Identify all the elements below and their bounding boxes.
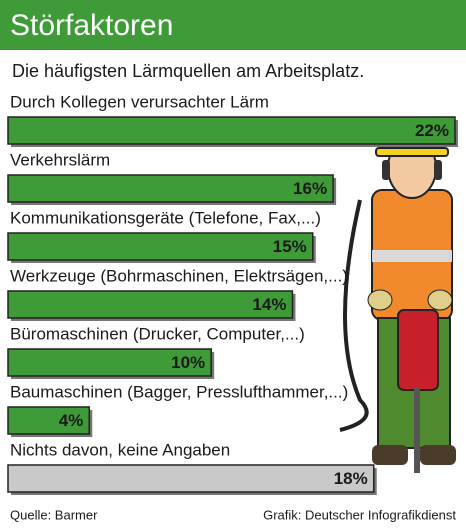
category-label: Baumaschinen (Bagger, Presslufthammer,..… bbox=[10, 382, 348, 401]
bar bbox=[7, 348, 212, 377]
category-label: Durch Kollegen verursachter Lärm bbox=[10, 92, 269, 111]
category-label: Büromaschinen (Drucker, Computer,...) bbox=[10, 324, 305, 343]
chart-title: Störfaktoren bbox=[10, 9, 173, 42]
bar bbox=[7, 116, 456, 145]
category-label: Kommunikationsgeräte (Telefone, Fax,...) bbox=[10, 208, 321, 227]
bar bbox=[7, 174, 334, 203]
bar bbox=[7, 464, 375, 493]
bar bbox=[7, 406, 91, 435]
worker-illustration bbox=[339, 129, 456, 473]
category-label: Werkzeuge (Bohrmaschinen, Elektrsägen,..… bbox=[10, 266, 348, 285]
value-label: 16% bbox=[293, 179, 327, 198]
chart-subtitle: Die häufigsten Lärmquellen am Arbeitspla… bbox=[12, 61, 364, 81]
category-label: Verkehrslärm bbox=[10, 150, 110, 169]
bar bbox=[7, 290, 294, 319]
value-label: 15% bbox=[273, 237, 307, 256]
value-label: 14% bbox=[252, 295, 286, 314]
value-label: 10% bbox=[171, 353, 205, 372]
value-label: 18% bbox=[334, 469, 368, 488]
value-label: 22% bbox=[415, 121, 449, 140]
category-label: Nichts davon, keine Angaben bbox=[10, 440, 230, 459]
bar bbox=[7, 232, 314, 261]
source: Quelle: Barmer bbox=[10, 507, 98, 522]
title-band bbox=[0, 0, 466, 50]
value-label: 4% bbox=[59, 411, 84, 430]
credit: Grafik: Deutscher Infografikdienst bbox=[263, 507, 456, 522]
